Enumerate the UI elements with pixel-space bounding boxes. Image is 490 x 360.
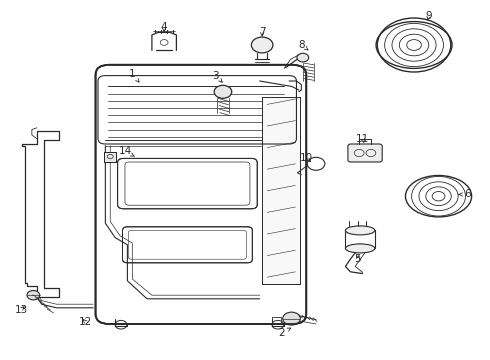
Circle shape [27, 291, 40, 300]
Ellipse shape [345, 244, 375, 253]
FancyBboxPatch shape [118, 158, 257, 209]
Circle shape [251, 37, 273, 53]
Text: 12: 12 [79, 317, 93, 327]
Bar [262, 97, 300, 284]
Text: 6: 6 [459, 189, 471, 199]
Text: 8: 8 [298, 40, 308, 50]
Text: 9: 9 [425, 11, 432, 21]
Bar [272, 317, 281, 323]
Text: 11: 11 [356, 134, 369, 144]
Text: 2: 2 [278, 328, 291, 338]
Bar [104, 152, 116, 162]
FancyBboxPatch shape [348, 144, 382, 162]
Text: 4: 4 [161, 22, 168, 32]
Text: 3: 3 [212, 71, 222, 82]
Text: 5: 5 [354, 254, 361, 264]
Bar [104, 152, 116, 162]
Circle shape [283, 312, 300, 325]
FancyBboxPatch shape [96, 65, 306, 324]
Circle shape [214, 85, 232, 98]
Ellipse shape [345, 226, 375, 235]
FancyBboxPatch shape [122, 227, 252, 263]
Text: 7: 7 [259, 27, 266, 37]
Text: 1: 1 [129, 69, 139, 82]
Text: 14: 14 [118, 146, 134, 156]
Text: 13: 13 [14, 305, 28, 315]
Text: 10: 10 [300, 153, 313, 163]
Bar [262, 97, 300, 284]
Circle shape [297, 53, 309, 62]
